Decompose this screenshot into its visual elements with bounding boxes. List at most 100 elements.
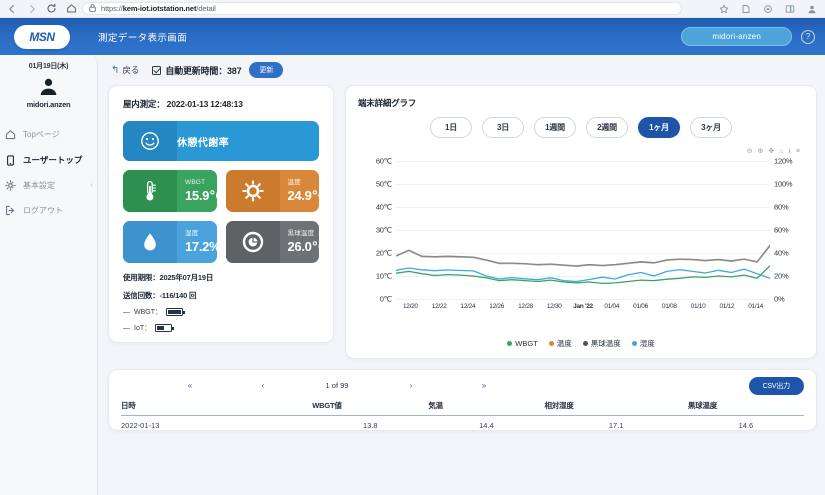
- range-button-1week[interactable]: 1週間: [534, 117, 576, 138]
- pager-first-button[interactable]: «: [187, 381, 193, 390]
- wbgt-value: 15.9℃: [185, 188, 217, 204]
- refresh-button[interactable]: 更新: [249, 62, 284, 78]
- collections-icon[interactable]: [740, 3, 751, 14]
- humidity-values: 湿度 17.2%: [177, 221, 217, 263]
- globe-thermometer-icon: [225, 221, 280, 263]
- send-count-text: 送信回数：-116/140 回: [123, 291, 197, 300]
- pager-next-button[interactable]: ›: [409, 381, 413, 390]
- account-button[interactable]: midori-anzen: [681, 27, 792, 46]
- table-body: 2022-01-13 13.8 14.4 17.1 14.6: [121, 416, 804, 430]
- range-button-1month[interactable]: 1ヶ月: [638, 117, 680, 138]
- range-button-3days[interactable]: 3日: [482, 117, 524, 138]
- humidity-tile: 湿度 17.2%: [123, 221, 217, 263]
- home-icon[interactable]: [66, 3, 77, 14]
- cell-datetime: 2022-01-13: [121, 421, 160, 430]
- col-header-humidity[interactable]: 相対湿度: [544, 397, 688, 416]
- gear-icon: [4, 180, 16, 191]
- legend-dot: [631, 341, 637, 346]
- zoom-in-icon[interactable]: ⊕: [757, 148, 764, 155]
- reload-icon[interactable]: [46, 3, 57, 14]
- globe-temperature-value: 26.0℃: [287, 239, 320, 255]
- csv-export-button[interactable]: CSV出力: [748, 376, 804, 395]
- battery-wbgt-label: WBGT：: [134, 309, 162, 316]
- x-axis-tick: Jan '22: [573, 303, 593, 310]
- home-reset-icon[interactable]: ⌂: [779, 148, 784, 155]
- humidity-label: 湿度: [185, 229, 199, 237]
- chart-plot-area[interactable]: 0℃ 0% 10℃ 20% 20℃ 40% 30℃ 60% 40℃ 80% 50℃ 100% 60℃ 12…: [358, 157, 804, 317]
- legend-label: 湿度: [639, 339, 655, 348]
- back-arrow-icon[interactable]: [6, 3, 17, 14]
- zoom-out-icon[interactable]: ⊖: [746, 148, 753, 155]
- legend-item-temperature[interactable]: 温度: [548, 338, 572, 349]
- col-header-datetime[interactable]: 日時: [121, 397, 313, 416]
- battery-iot-label: IoT：: [134, 325, 152, 332]
- range-button-1day[interactable]: 1日: [430, 117, 472, 138]
- y-axis-tick-left: 20℃: [375, 248, 392, 258]
- range-button-3months[interactable]: 3ヶ月: [690, 117, 732, 138]
- sidebar-item-top-page[interactable]: Topページ: [0, 122, 97, 147]
- sidebar-item-logout[interactable]: ログアウト: [0, 198, 97, 223]
- page-title: 測定データ表示画面: [98, 32, 188, 44]
- sidebar-item-label: ログアウト: [23, 206, 63, 215]
- y-axis-tick-left: 50℃: [375, 179, 392, 189]
- sidebar-item-label: ユーザートップ: [23, 155, 83, 165]
- address-bar[interactable]: https://kem-iot.iotstation.net/detail: [82, 2, 682, 15]
- pager-last-button[interactable]: »: [481, 381, 487, 390]
- cell-globe-temperature: 14.6: [738, 421, 754, 430]
- toolbar: ↰ 戻る 自動更新時間：387 更新: [108, 62, 817, 78]
- globe-temperature-values: 黒球温度 26.0℃: [280, 221, 320, 263]
- sidebar-item-label: 基本設定: [23, 181, 55, 190]
- thermometer-icon: [123, 170, 177, 212]
- metabolic-rate-tile: 休憩代謝率: [123, 121, 319, 161]
- table-row[interactable]: 2022-01-13 13.8 14.4 17.1 14.6: [121, 416, 804, 430]
- y-axis-tick-right: 20%: [774, 271, 789, 281]
- x-axis-tick: 01/10: [690, 303, 706, 310]
- y-axis-tick-right: 80%: [774, 202, 789, 212]
- legend-dot: [507, 341, 513, 346]
- legend-label: WBGT: [515, 339, 538, 348]
- globe-temperature-label: 黒球温度: [287, 229, 315, 237]
- metabolic-rate-label: 休憩代謝率: [177, 137, 229, 149]
- lock-icon: [89, 3, 96, 14]
- chart-series-黒球温度: [396, 244, 770, 267]
- profile-icon[interactable]: [806, 3, 817, 14]
- help-icon[interactable]: ?: [801, 29, 815, 44]
- avatar: [39, 76, 59, 96]
- legend-item-wbgt[interactable]: WBGT: [507, 338, 538, 349]
- legend-dot: [548, 341, 554, 346]
- col-header-globe-temperature[interactable]: 黒球温度: [687, 397, 804, 416]
- sidebar-item-user-top[interactable]: ユーザートップ: [0, 147, 97, 173]
- pan-icon[interactable]: ✥: [768, 148, 775, 155]
- chart-gridline: [396, 161, 770, 162]
- data-table-card: « ‹ 1 of 99 › » CSV出力 日時 WBGT値 気温 相対湿度: [108, 369, 817, 431]
- cell-wbgt: 13.8: [362, 421, 378, 430]
- legend-item-globe-temperature[interactable]: 黒球温度: [582, 338, 621, 349]
- chart-gridline: [396, 276, 770, 277]
- col-header-temperature[interactable]: 気温: [428, 397, 545, 416]
- forward-arrow-icon[interactable]: [26, 3, 37, 14]
- chart-toolbar: ⊖ ⊕ ✥ ⌂ ⭳ ≡: [358, 147, 804, 156]
- favorite-star-icon[interactable]: [718, 3, 729, 14]
- back-button-label: 戻る: [122, 65, 140, 75]
- dash-mark: —: [123, 308, 130, 316]
- range-button-2weeks[interactable]: 2週間: [586, 117, 628, 138]
- back-button[interactable]: ↰ 戻る: [111, 64, 139, 76]
- water-drop-icon: [123, 221, 177, 263]
- col-header-wbgt[interactable]: WBGT値: [312, 397, 429, 416]
- y-axis-tick-right: 120%: [774, 156, 793, 166]
- download-icon[interactable]: ⭳: [788, 148, 791, 155]
- pager-prev-button[interactable]: ‹: [261, 381, 265, 390]
- browser-essentials-icon[interactable]: [762, 3, 773, 14]
- auto-refresh-checkbox[interactable]: [152, 65, 162, 75]
- split-screen-icon[interactable]: [784, 3, 795, 14]
- app-logo[interactable]: MSN: [14, 24, 70, 49]
- menu-icon[interactable]: ≡: [795, 148, 800, 155]
- y-axis-tick-left: 30℃: [375, 225, 392, 235]
- legend-item-humidity[interactable]: 湿度: [631, 338, 655, 349]
- tile-row-1: WBGT 15.9℃ 温度 24.9℃: [123, 170, 319, 212]
- temperature-tile: 温度 24.9℃: [225, 170, 319, 212]
- chart-gridline: [396, 299, 770, 300]
- sidebar-item-basic-settings[interactable]: 基本設定 ‹: [0, 173, 97, 198]
- chart-series-湿度: [396, 267, 770, 283]
- tile-row-2: 湿度 17.2% 黒球温度 26.0℃: [123, 221, 319, 263]
